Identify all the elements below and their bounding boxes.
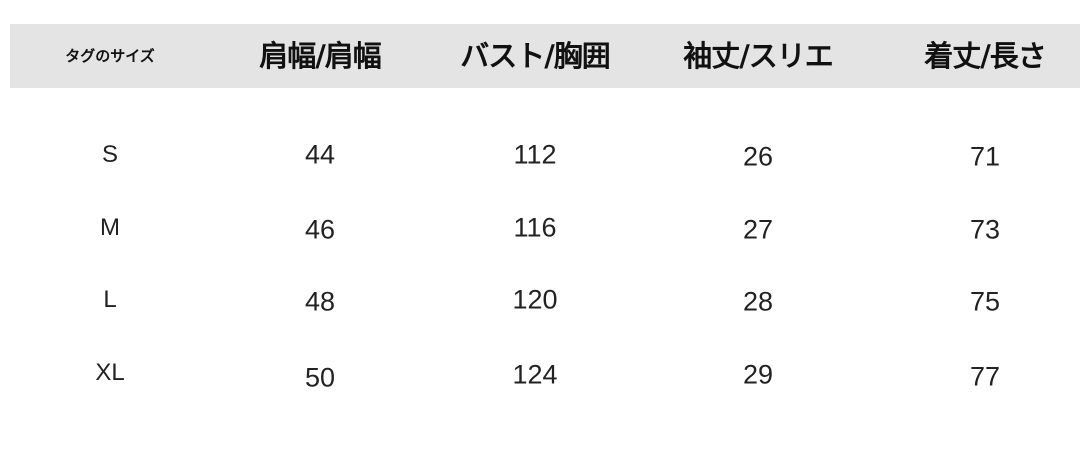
table-cell: 48 [304,286,336,317]
table-cell: 112 [513,139,557,170]
size-label: L [103,286,117,313]
size-label: S [101,141,119,168]
table-cell: 71 [969,141,1001,172]
table-cell: 116 [513,212,557,243]
column-header: バスト/胸囲 [460,39,611,73]
column-header: 肩幅/肩幅 [259,39,382,73]
table-cell: 28 [742,286,774,317]
size-label: XL [95,359,125,386]
table-cell: 26 [742,141,774,172]
table-cell: 29 [742,359,774,390]
table-cell: 46 [304,214,336,245]
table-cell: 124 [512,359,558,390]
table-cell: 27 [742,214,774,245]
column-header: 袖丈/スリエ [683,39,834,73]
table-header-band [10,24,1080,88]
size-label: M [100,214,120,241]
table-cell: 77 [969,361,1001,392]
table-cell: 44 [304,139,336,170]
table-cell: 120 [512,284,558,315]
column-header: 着丈/長さ [924,39,1047,73]
column-header: タグのサイズ [65,47,155,65]
table-cell: 73 [969,214,1001,245]
table-cell: 50 [304,362,336,393]
table-cell: 75 [969,286,1001,317]
